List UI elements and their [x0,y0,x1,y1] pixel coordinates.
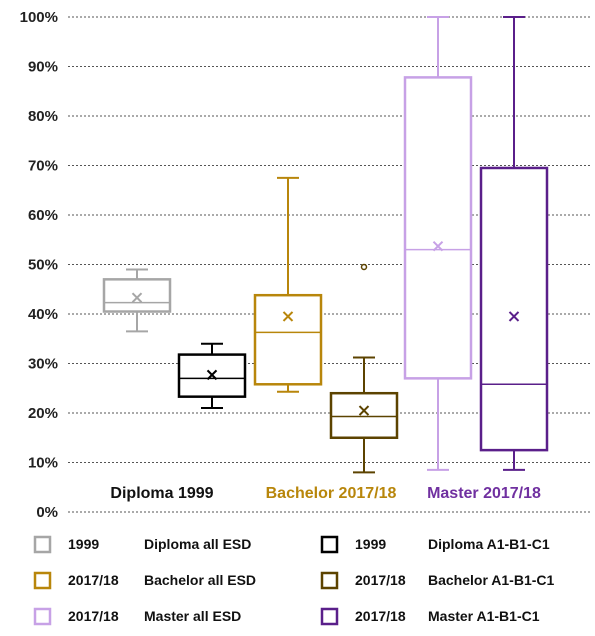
legend-swatch [33,535,52,554]
iqr-box [329,391,399,440]
y-axis-ticks: 0% 10% 20% 30% 40% 50% 60% 70% 80% 90% 100% [20,9,58,521]
box-series [102,16,549,474]
iqr-box [479,166,549,452]
y-tick-label: 10% [28,455,58,472]
mean-marker [508,311,520,322]
y-tick-label: 50% [28,257,58,274]
legend-swatch [320,571,339,590]
y-tick-label: 100% [20,9,58,26]
mean-marker [358,405,370,416]
legend-year: 2017/18 [355,572,406,588]
legend-entry: 2017/18 Bachelor all ESD [33,571,256,590]
group-label: Diploma 1999 [110,485,213,502]
y-tick-label: 80% [28,108,58,125]
mean-marker [131,292,143,303]
legend-swatch [33,607,52,626]
legend: 1999 Diploma all ESD 1999 Diploma A1-B1-C1 2… [33,535,555,626]
legend-year: 2017/18 [68,608,119,624]
y-tick-label: 90% [28,59,58,76]
legend-label: Bachelor all ESD [144,572,256,588]
legend-label: Diploma A1-B1-C1 [428,536,550,552]
legend-label: Bachelor A1-B1-C1 [428,572,555,588]
legend-entry: 1999 Diploma A1-B1-C1 [320,535,550,554]
y-tick-label: 60% [28,207,58,224]
legend-year: 1999 [68,536,99,552]
legend-year: 2017/18 [355,608,406,624]
y-tick-label: 0% [36,504,58,521]
y-tick-label: 20% [28,405,58,422]
outlier-point [360,263,368,271]
group-label: Master 2017/18 [427,485,541,502]
legend-swatch [320,607,339,626]
box-6 [479,16,549,471]
mean-marker [432,240,444,252]
legend-entry: 2017/18 Master all ESD [33,607,241,626]
mean-marker [206,369,218,381]
legend-label: Diploma all ESD [144,536,251,552]
iqr-box [102,278,172,313]
mean-marker [282,311,294,322]
box-3 [253,176,323,393]
legend-entry: 1999 Diploma all ESD [33,535,251,554]
group-label: Bachelor 2017/18 [266,485,397,502]
gridlines [68,16,590,513]
y-tick-label: 40% [28,306,58,323]
y-tick-label: 30% [28,356,58,373]
iqr-box [253,293,323,386]
legend-year: 1999 [355,536,386,552]
group-labels: Diploma 1999 Bachelor 2017/18 Master 2017/… [110,485,541,502]
legend-label: Master all ESD [144,608,241,624]
iqr-box [403,76,473,380]
box-4 [329,263,399,474]
legend-entry: 2017/18 Bachelor A1-B1-C1 [320,571,555,590]
box-1 [102,268,172,333]
legend-year: 2017/18 [68,572,119,588]
legend-entry: 2017/18 Master A1-B1-C1 [320,607,540,626]
box-2 [177,342,247,410]
legend-swatch [320,535,339,554]
y-tick-label: 70% [28,158,58,175]
legend-swatch [33,571,52,590]
legend-label: Master A1-B1-C1 [428,608,540,624]
box-5 [403,16,473,471]
